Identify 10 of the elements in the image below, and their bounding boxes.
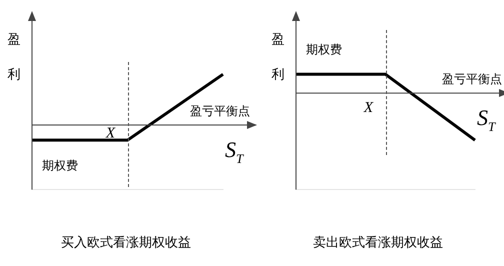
text: 期权费 <box>42 158 78 172</box>
annotation: 盈亏平衡点 <box>190 104 250 118</box>
text: 期权费 <box>306 42 342 56</box>
text: 卖出欧式看涨期权收益 <box>313 235 443 250</box>
text: 盈利 <box>272 32 284 82</box>
text: 买入欧式看涨期权收益 <box>61 235 191 250</box>
annotation: X <box>104 126 116 142</box>
text: 盈利 <box>8 32 20 82</box>
annotation: X <box>362 100 374 116</box>
annotation: 盈亏平衡点 <box>442 72 502 86</box>
